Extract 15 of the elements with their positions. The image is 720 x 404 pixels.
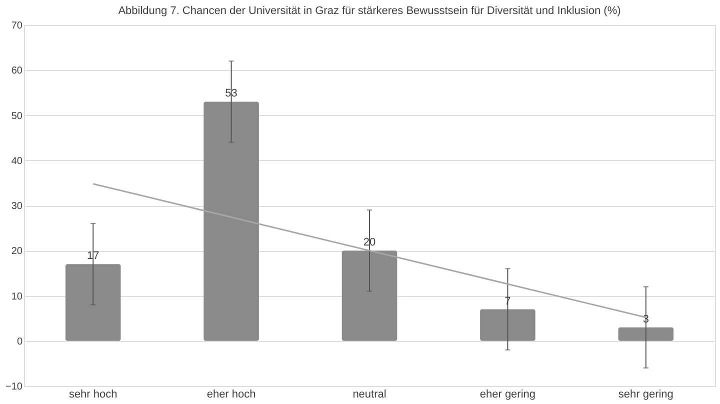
y-tick-label: 10 <box>11 291 23 302</box>
x-tick-label: eher hoch <box>206 388 256 400</box>
y-tick-label: 50 <box>11 110 23 122</box>
x-tick-label: eher gering <box>480 388 536 400</box>
x-tick-label: sehr gering <box>618 388 674 400</box>
x-tick-label: sehr hoch <box>68 388 118 400</box>
x-tick-label: neutral <box>352 388 386 400</box>
chart-title: Abbildung 7. Chancen der Universität in Graz für stärkeres Bewusstsein für Diversität und Inklusion (%) <box>118 5 621 17</box>
y-tick-label: 0 <box>16 336 23 348</box>
y-tick-label: 70 <box>11 20 23 32</box>
y-tick-label: 60 <box>11 66 23 77</box>
y-tick-label: −10 <box>6 382 23 392</box>
y-tick-label: 20 <box>11 246 23 258</box>
y-tick-label: 30 <box>11 201 23 212</box>
y-tick-label: 40 <box>11 156 23 167</box>
